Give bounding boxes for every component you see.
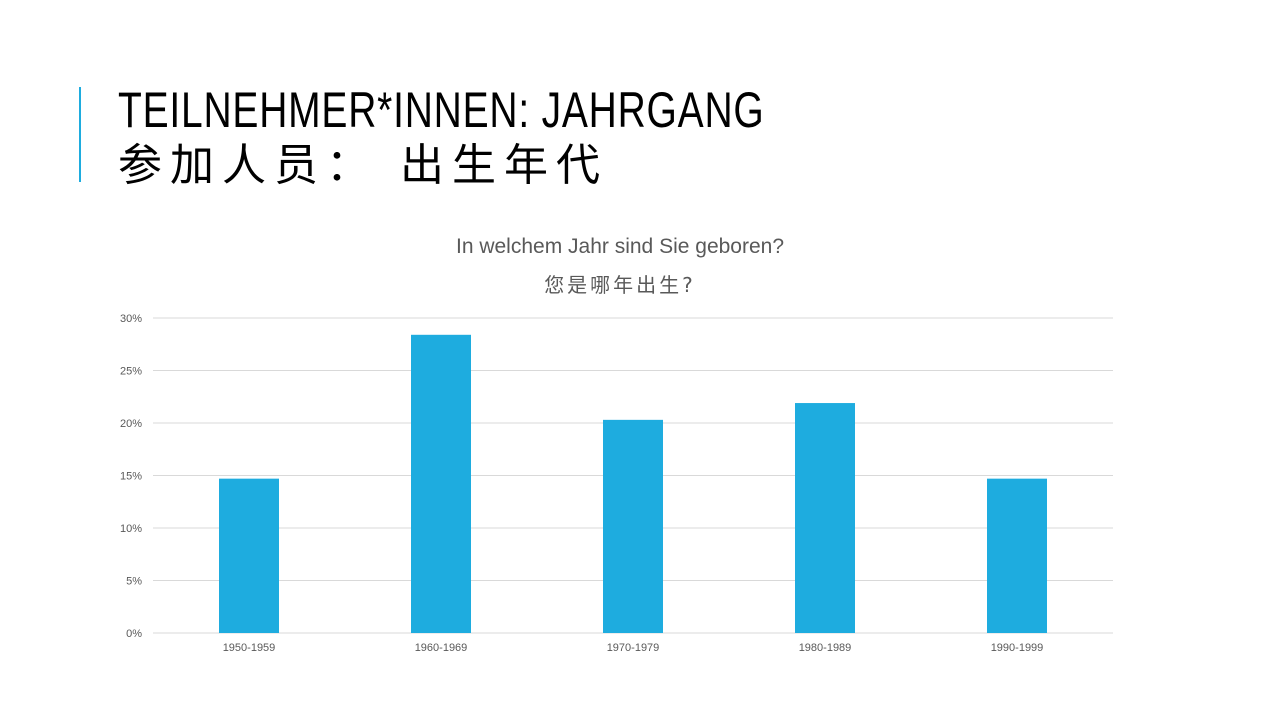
bar xyxy=(411,334,471,633)
chart-subtitle: 您是哪年出生? xyxy=(544,273,696,297)
x-tick-label: 1950-1959 xyxy=(223,642,276,654)
chart-title: In welchem Jahr sind Sie geboren? xyxy=(455,235,785,258)
slide-title-chinese: 参加人员： 出生年代 xyxy=(118,140,608,191)
slide-title-german: TEILNEHMER*INNEN: JAHRGANG xyxy=(118,82,765,138)
y-tick-label: 15% xyxy=(120,471,142,483)
bar xyxy=(603,419,663,633)
y-tick-label: 5% xyxy=(126,576,142,588)
bar xyxy=(795,403,855,633)
bar xyxy=(987,478,1047,633)
x-tick-label: 1980-1989 xyxy=(799,642,852,654)
y-tick-label: 30% xyxy=(120,313,142,325)
y-tick-label: 20% xyxy=(120,418,142,430)
x-tick-label: 1990-1999 xyxy=(991,642,1044,654)
x-tick-label: 1960-1969 xyxy=(415,642,468,654)
y-tick-label: 25% xyxy=(120,366,142,378)
y-tick-label: 0% xyxy=(126,628,142,640)
bar xyxy=(219,478,279,633)
x-tick-label: 1970-1979 xyxy=(607,642,660,654)
slide-title: TEILNEHMER*INNEN: JAHRGANG 参加人员： 出生年代 xyxy=(118,80,947,192)
y-tick-label: 10% xyxy=(120,523,142,535)
title-accent-bar xyxy=(79,87,81,182)
